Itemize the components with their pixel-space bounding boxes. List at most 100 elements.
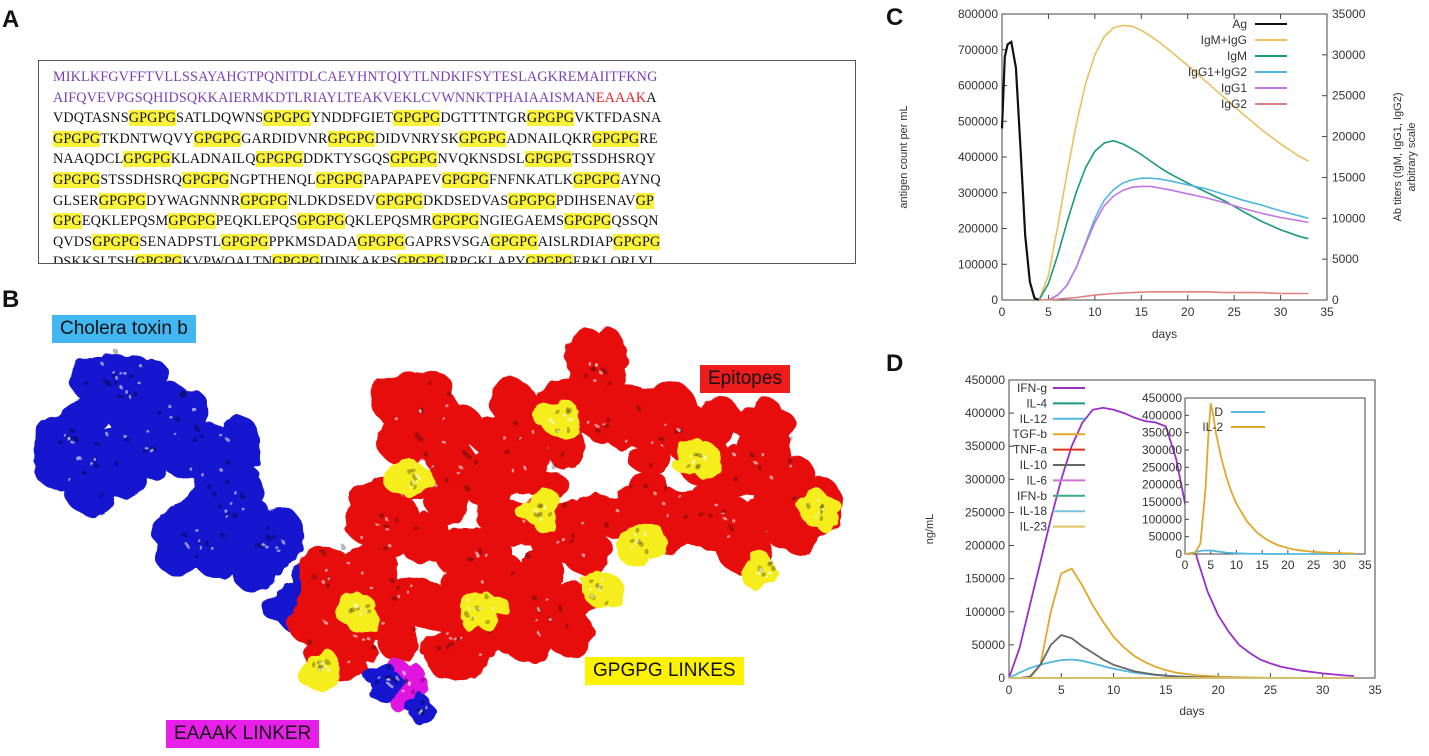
surface-highlight bbox=[402, 690, 406, 694]
surface-highlight bbox=[443, 402, 448, 407]
surface-shadow bbox=[505, 449, 511, 455]
x-tick-label: 20 bbox=[1211, 683, 1225, 697]
surface-shadow bbox=[604, 423, 610, 429]
surface-highlight bbox=[442, 441, 446, 445]
surface-shadow bbox=[446, 391, 452, 397]
surface-shadow bbox=[234, 514, 240, 520]
series-line-ag bbox=[1000, 40, 1040, 302]
surface-highlight bbox=[387, 543, 391, 547]
surface-shadow bbox=[370, 643, 376, 649]
surface-highlight bbox=[418, 708, 422, 712]
inset-x-tick-label: 30 bbox=[1333, 558, 1347, 572]
sequence-box: MIKLKFGVFFTVLLSSAYAHGTPQNITDLCAEYHNTQIYT… bbox=[38, 60, 856, 264]
surface-shadow bbox=[192, 552, 198, 558]
surface-shadow bbox=[133, 392, 139, 398]
epitope-bead bbox=[751, 397, 785, 446]
surface-highlight bbox=[538, 517, 543, 521]
surface-shadow bbox=[413, 628, 419, 634]
legend-label: IL-4 bbox=[1026, 396, 1047, 410]
surface-shadow bbox=[190, 435, 196, 441]
sequence-segment: A bbox=[646, 89, 657, 106]
surface-shadow bbox=[114, 460, 120, 466]
eaaak-linker-label: EAAAK LINKER bbox=[166, 720, 320, 748]
surface-shadow bbox=[207, 484, 213, 490]
gpgpg-linker-segment: GPG bbox=[53, 213, 82, 230]
epitopes-label: Epitopes bbox=[700, 365, 790, 393]
sequence-segment: QVDS bbox=[53, 233, 93, 250]
surface-shadow bbox=[103, 378, 109, 384]
sequence-line: GPGEQKLEPQSMGPGPGPEQKLEPQSGPGPGQKLEPQSMR… bbox=[53, 211, 845, 232]
sequence-segment: DYWAGNNNR bbox=[145, 192, 241, 209]
sequence-line: QVDSGPGPGSENADPSTLGPGPGPPKMSDADAGPGPGGAP… bbox=[53, 232, 845, 253]
surface-highlight bbox=[529, 428, 534, 433]
surface-shadow bbox=[306, 638, 312, 644]
y-tick-label: 600000 bbox=[958, 79, 998, 93]
surface-highlight bbox=[636, 539, 640, 543]
y-tick-label: 200000 bbox=[965, 539, 1005, 553]
surface-shadow bbox=[387, 665, 393, 671]
y-tick-label: 0 bbox=[998, 671, 1005, 685]
surface-shadow bbox=[683, 514, 689, 520]
surface-shadow bbox=[536, 501, 542, 507]
surface-shadow bbox=[792, 496, 798, 502]
surface-shadow bbox=[463, 610, 469, 616]
surface-highlight bbox=[691, 461, 695, 465]
surface-shadow bbox=[391, 596, 397, 602]
surface-highlight bbox=[678, 495, 682, 499]
gpgpg-linker-segment: GPGPG bbox=[573, 171, 621, 188]
surface-highlight bbox=[592, 377, 596, 382]
surface-shadow bbox=[596, 428, 602, 434]
surface-highlight bbox=[114, 375, 118, 380]
legend-label: IL-12 bbox=[1020, 412, 1048, 426]
surface-highlight bbox=[535, 510, 539, 514]
surface-shadow bbox=[266, 535, 272, 541]
surface-shadow bbox=[562, 502, 568, 508]
surface-highlight bbox=[167, 404, 171, 408]
surface-highlight bbox=[396, 419, 400, 423]
surface-highlight bbox=[93, 458, 97, 462]
surface-highlight bbox=[100, 361, 104, 365]
surface-shadow bbox=[219, 531, 225, 537]
sequence-segment: DIDVNRYSK bbox=[374, 130, 460, 147]
surface-shadow bbox=[727, 524, 733, 530]
legend-label: TNF-a bbox=[1013, 443, 1047, 457]
surface-highlight bbox=[365, 610, 369, 614]
surface-highlight bbox=[410, 585, 414, 589]
surface-highlight bbox=[376, 524, 380, 528]
surface-shadow bbox=[638, 408, 644, 414]
surface-highlight bbox=[595, 363, 599, 368]
surface-shadow bbox=[513, 420, 519, 426]
gpgpg-linker-segment: GPGPG bbox=[263, 110, 311, 127]
y-tick-label: 300000 bbox=[958, 186, 998, 200]
surface-shadow bbox=[565, 409, 571, 415]
surface-shadow bbox=[391, 676, 397, 682]
sequence-segment: NVQKNSDSL bbox=[437, 151, 525, 168]
surface-shadow bbox=[175, 417, 181, 423]
surface-shadow bbox=[422, 679, 428, 685]
surface-shadow bbox=[266, 525, 272, 531]
y-axis-label: ng/mL bbox=[924, 514, 936, 545]
gpgpg-linker-segment: GPGPG bbox=[390, 151, 438, 168]
gpgpg-linker-bead bbox=[475, 594, 494, 623]
surface-highlight bbox=[432, 482, 437, 486]
sequence-segment: PPKMSDADA bbox=[268, 233, 358, 250]
surface-shadow bbox=[409, 688, 415, 694]
surface-shadow bbox=[648, 462, 654, 468]
inset-x-tick-label: 0 bbox=[1182, 558, 1189, 572]
gpgpg-linker-segment: GPGPG bbox=[53, 171, 101, 188]
y2-axis-label: arbitrary scale bbox=[1406, 122, 1418, 191]
series-line-igm bbox=[1038, 139, 1309, 301]
gpgpg-linker-segment: GPGPG bbox=[128, 110, 177, 127]
x-tick-label: 0 bbox=[1006, 683, 1013, 697]
surface-highlight bbox=[119, 372, 124, 376]
surface-shadow bbox=[819, 510, 825, 516]
gpgpg-linker-segment: GPGPG bbox=[459, 130, 507, 147]
surface-highlight bbox=[192, 408, 196, 412]
surface-highlight bbox=[221, 435, 225, 439]
surface-highlight bbox=[417, 475, 421, 480]
surface-highlight bbox=[554, 539, 559, 543]
surface-highlight bbox=[265, 545, 269, 549]
surface-highlight bbox=[425, 706, 429, 710]
surface-highlight bbox=[816, 498, 821, 503]
inset-series-line-il-2 bbox=[1185, 403, 1355, 555]
